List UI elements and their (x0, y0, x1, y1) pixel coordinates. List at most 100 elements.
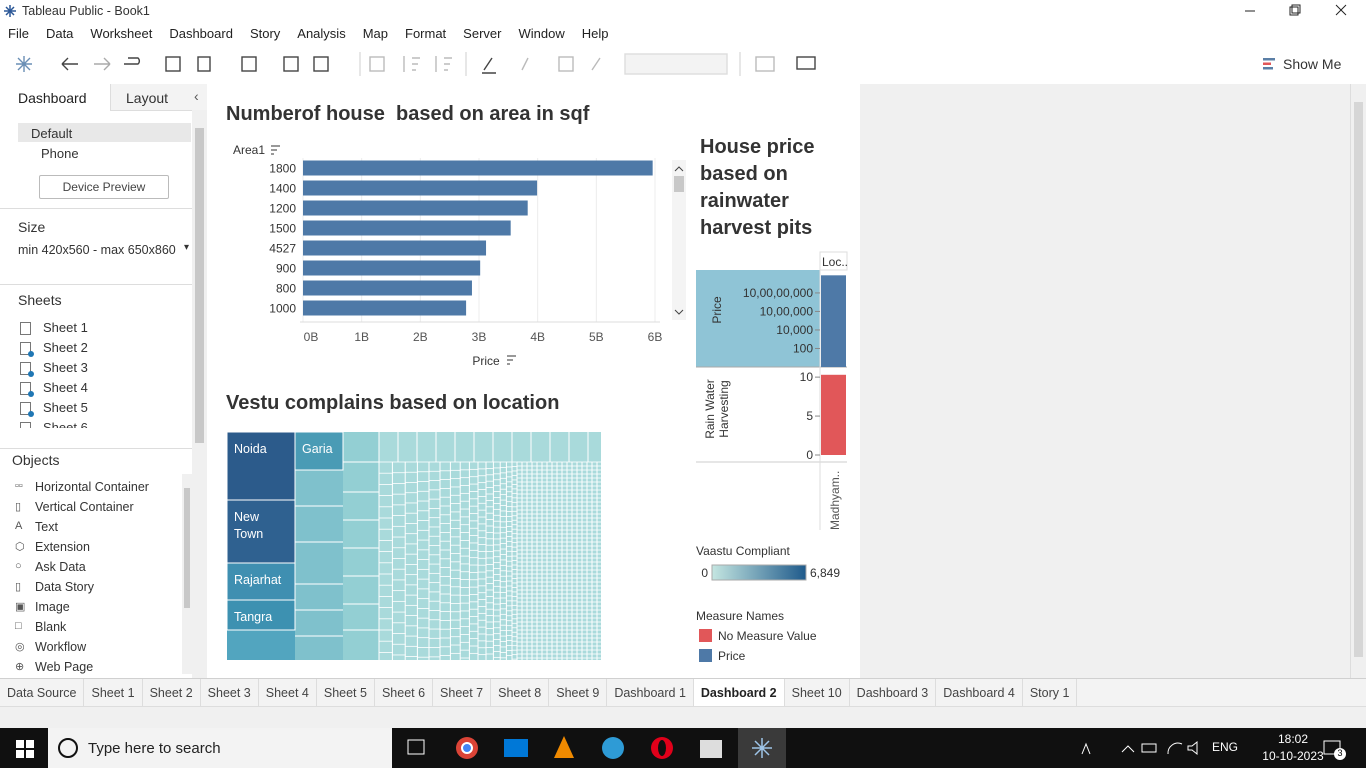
object-row[interactable]: ⬡ Extension (0, 538, 180, 558)
tab[interactable]: Sheet 3 (201, 679, 259, 707)
bar (303, 180, 538, 196)
collapse-button[interactable]: ‹ (194, 88, 199, 104)
menu-item[interactable]: Window (518, 25, 565, 41)
sheet-name: Sheet 1 (43, 320, 88, 335)
size-dropdown[interactable]: min 420x560 - max 650x860 (18, 243, 176, 257)
object-row[interactable]: ▯ Data Story (0, 578, 180, 598)
active-tab[interactable]: Dashboard 2 (693, 679, 785, 707)
tab[interactable]: Data Source (0, 679, 85, 707)
object-row[interactable]: ○ Ask Data (0, 558, 180, 578)
y-tick-label: 1200 (269, 202, 296, 216)
tab[interactable]: Sheet 4 (259, 679, 317, 707)
dashboard-background (860, 84, 1350, 678)
y-tick-label: 10,000 (776, 323, 813, 337)
search-placeholder: Type here to search (88, 740, 221, 757)
menu-bar: File Data Worksheet Dashboard Story Analysis M… (0, 22, 1366, 44)
side-scrollbar[interactable] (192, 110, 207, 678)
menu-item[interactable]: Dashboard (169, 25, 233, 41)
sheet-row[interactable]: Sheet 3 (0, 358, 190, 378)
price-row-header-bg (696, 270, 820, 367)
object-row[interactable]: □ Blank (0, 618, 180, 638)
object-row[interactable]: ⊕ Web Page (0, 658, 180, 678)
y-tick-label: 100 (793, 341, 813, 355)
y-tick-label: 800 (276, 282, 296, 296)
start-button[interactable] (16, 740, 34, 758)
menu-item[interactable]: Analysis (297, 25, 346, 41)
device-preview-button[interactable]: Device Preview (39, 175, 169, 199)
menu-item[interactable]: Format (405, 25, 447, 41)
window-controls[interactable] (1230, 0, 1366, 22)
sheet-icon (20, 322, 31, 335)
object-row[interactable]: ◎ Workflow (0, 638, 180, 658)
clock-time[interactable]: 18:02 (1277, 732, 1309, 746)
dashboard-tab[interactable]: Dashboard (18, 90, 87, 106)
menu-item[interactable]: Worksheet (90, 25, 153, 41)
tab[interactable]: Sheet 9 (549, 679, 608, 707)
main-scrollbar[interactable] (1350, 84, 1366, 678)
sheet-row[interactable]: Sheet 6 (0, 418, 190, 428)
object-icon: ▣ (15, 601, 26, 613)
object-row[interactable]: A Text (0, 518, 180, 538)
menu-item[interactable]: File (8, 25, 29, 41)
tab[interactable]: Dashboard 1 (607, 679, 694, 707)
sheet-row[interactable]: Sheet 1 (0, 318, 190, 338)
device-selected-bg (18, 123, 191, 142)
bar (303, 300, 467, 316)
tab[interactable]: Story 1 (1023, 679, 1078, 707)
sheet-used-badge (28, 351, 34, 357)
taskbar-apps[interactable] (400, 728, 800, 768)
tab[interactable]: Dashboard 4 (936, 679, 1023, 707)
y-tick-label: 4527 (269, 242, 296, 256)
object-icon: ▯ (15, 581, 22, 593)
y-axis-label: Area1 (233, 143, 265, 157)
tab[interactable]: Sheet 2 (143, 679, 201, 707)
sheet-icon (20, 422, 31, 428)
tab[interactable]: Sheet 10 (785, 679, 850, 707)
legend-colorbar (711, 564, 807, 581)
x-tick-label: 6B (648, 330, 663, 344)
y-tick-label: 10 (800, 370, 814, 384)
sheet-row[interactable]: Sheet 4 (0, 378, 190, 398)
clock-date[interactable]: 10-10-2023 (1262, 749, 1324, 763)
sheet-used-badge (28, 391, 34, 397)
treemap-tile (226, 599, 296, 631)
size-label: Size (18, 219, 46, 235)
treemap-tile-other (227, 630, 295, 660)
object-row[interactable]: ▣ Image (0, 598, 180, 618)
show-me-button[interactable]: Show Me (1283, 56, 1342, 72)
tab[interactable]: Dashboard 3 (850, 679, 937, 707)
notification-count[interactable]: 3 (1337, 748, 1343, 758)
bar (303, 200, 528, 216)
tab[interactable]: Sheet 5 (317, 679, 375, 707)
y-tick-label: 1800 (269, 162, 296, 176)
treemap-tile (294, 431, 344, 471)
sheet-icon (20, 382, 31, 395)
sheet-row[interactable]: Sheet 2 (0, 338, 190, 358)
x-tick-label: 5B (589, 330, 604, 344)
device-default[interactable]: Default (31, 126, 73, 141)
search-box[interactable] (48, 728, 392, 768)
column-header-bg (819, 251, 848, 271)
sheet-row[interactable]: Sheet 5 (0, 398, 190, 418)
treemap-tile (226, 562, 296, 601)
menu-item[interactable]: Data (45, 25, 74, 41)
device-phone[interactable]: Phone (41, 146, 79, 161)
tab[interactable]: Sheet 8 (491, 679, 550, 707)
menu-item[interactable]: Story (249, 25, 281, 41)
menu-item[interactable]: Help (581, 25, 609, 41)
legend-swatch (699, 649, 712, 662)
object-row[interactable]: ▫▫ Horizontal Container (0, 478, 180, 498)
tab[interactable]: Sheet 6 (375, 679, 434, 707)
treemap-title: Vestu complains based on location (226, 392, 560, 414)
menu-item[interactable]: Server (463, 25, 502, 41)
panel-bar (821, 275, 846, 367)
tab[interactable]: Sheet 1 (84, 679, 143, 707)
tab[interactable]: Sheet 7 (433, 679, 492, 707)
language-indicator[interactable]: ENG (1212, 740, 1239, 754)
menu-item[interactable]: Map (362, 25, 388, 41)
sheets-label: Sheets (18, 292, 62, 308)
layout-tab[interactable]: Layout (126, 90, 169, 106)
object-row[interactable]: ▯ Vertical Container (0, 498, 180, 518)
